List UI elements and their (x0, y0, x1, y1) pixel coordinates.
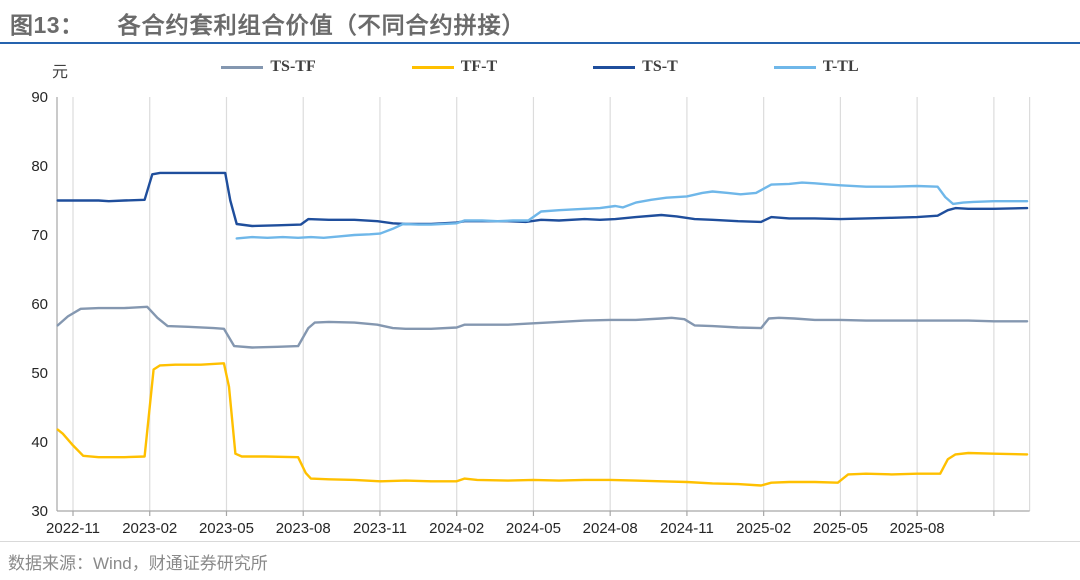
series-line-T-TL (235, 181, 1029, 240)
figure-title: 各合约套利组合价值（不同合约拼接） (117, 12, 526, 38)
y-tick-label: 40 (31, 434, 48, 451)
x-tick-label: 2024-08 (583, 520, 638, 537)
figure-header: 图13： 各合约套利组合价值（不同合约拼接） (10, 6, 526, 40)
x-tick-label: 2025-08 (890, 520, 945, 537)
data-source: 数据来源：Wind，财通证券研究所 (8, 554, 268, 573)
footer-divider (0, 541, 1080, 542)
y-tick-label: 60 (31, 296, 48, 313)
y-tick-label: 90 (31, 89, 48, 106)
series-line-TS-T (56, 171, 1029, 228)
y-tick-label: 80 (31, 158, 48, 175)
x-tick-label: 2022-11 (46, 520, 100, 537)
x-tick-label: 2025-02 (736, 520, 791, 537)
legend-item-TS-TF: TS-TF (221, 58, 316, 76)
x-tick-label: 2023-11 (353, 520, 407, 537)
x-tick-label: 2025-05 (813, 520, 868, 537)
legend-label: T-TL (822, 58, 859, 75)
y-tick-label: 50 (31, 365, 48, 382)
y-tick-label: 30 (31, 503, 48, 520)
legend-label: TS-TF (270, 58, 316, 75)
legend-line-swatch (411, 65, 454, 69)
chart-legend: TS-TF TF-T TS-T T-TL (0, 58, 1080, 76)
legend-item-TS-T: TS-T (593, 58, 678, 76)
y-axis-unit-label: 元 (52, 64, 69, 81)
x-tick-label: 2023-08 (276, 520, 331, 537)
y-tick-label: 70 (31, 227, 48, 244)
x-tick-label: 2023-02 (122, 520, 177, 537)
legend-item-T-TL: T-TL (773, 58, 859, 76)
legend-line-swatch (593, 65, 636, 69)
title-underline (0, 42, 1080, 44)
legend-line-swatch (773, 65, 816, 69)
x-tick-label: 2024-02 (429, 520, 484, 537)
legend-line-swatch (221, 65, 264, 69)
series-line-TF-T (56, 362, 1029, 487)
legend-label: TS-T (642, 58, 678, 75)
x-tick-label: 2024-11 (660, 520, 714, 537)
x-tick-label: 2024-05 (506, 520, 561, 537)
series-line-TS-TF (56, 305, 1029, 349)
figure-number-label: 图13： (10, 12, 84, 38)
x-tick-label: 2023-05 (199, 520, 254, 537)
legend-label: TF-T (460, 58, 498, 75)
legend-item-TF-T: TF-T (411, 58, 498, 76)
